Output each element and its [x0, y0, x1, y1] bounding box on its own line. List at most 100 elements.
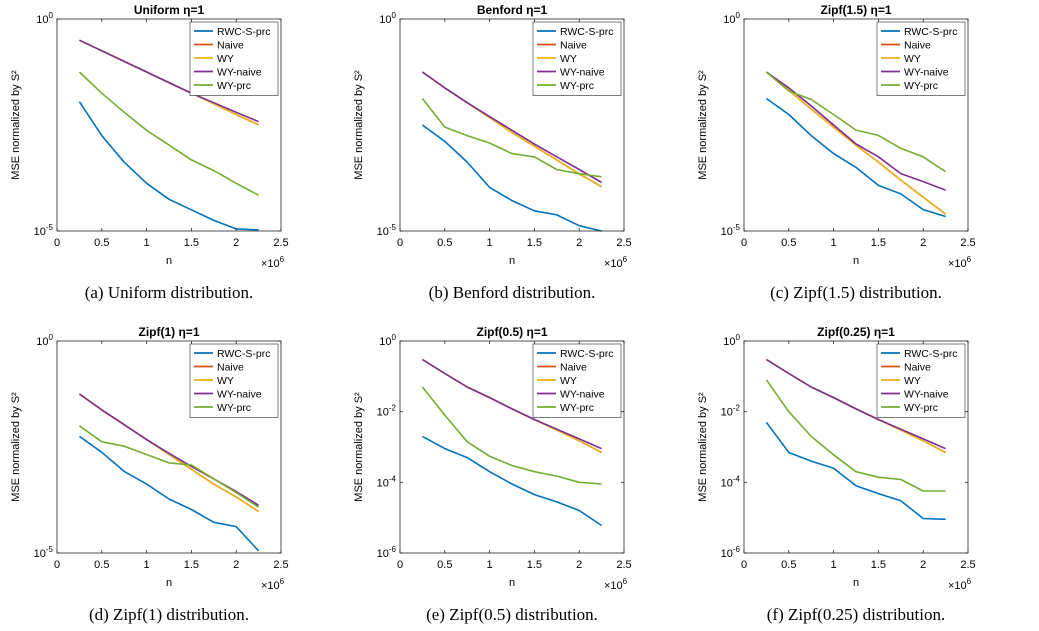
legend-label: WY [904, 53, 921, 65]
series-line [765, 71, 947, 215]
x-tick-label: 0.5 [94, 237, 109, 249]
y-tick-label: 10-5 [34, 545, 54, 560]
series-line [422, 435, 603, 527]
y-tick-label: 100 [723, 333, 740, 348]
x-axis-multiplier: ×106 [261, 577, 285, 592]
y-tick-label: 100 [379, 11, 396, 26]
y-tick-label: 10-5 [721, 223, 741, 238]
panel-caption: (f) Zipf(0.25) distribution. [767, 605, 945, 624]
x-tick-label: 0 [54, 559, 60, 571]
x-tick-label: 1.5 [527, 559, 542, 571]
x-tick-label: 2.5 [273, 559, 288, 571]
panel-caption: (a) Uniform distribution. [85, 283, 254, 302]
series-line [421, 71, 602, 184]
x-axis-multiplier: ×106 [948, 255, 972, 270]
y-tick-label: 10-6 [721, 545, 741, 560]
legend-label: Naive [904, 40, 931, 52]
chart-title: Zipf(1) η=1 [138, 325, 199, 339]
plot-frame [743, 18, 969, 232]
x-tick-label: 1 [831, 559, 837, 571]
x-tick-label: 1 [144, 559, 150, 571]
chart-panel: Zipf(1) η=1 0 0.5 1 1.5 2 2.5 10-5 100 n ×106 MSE n… [10, 325, 289, 624]
x-tick-label: 0.5 [781, 559, 796, 571]
series-line [79, 39, 259, 123]
series-line [765, 97, 946, 218]
legend-label: WY-prc [217, 80, 251, 92]
x-tick-label: 0.5 [437, 237, 452, 249]
x-axis-multiplier: ×106 [948, 577, 972, 592]
x-tick-label: 1 [487, 237, 493, 249]
x-tick-label: 2 [920, 559, 926, 571]
x-tick-label: 1.5 [871, 237, 886, 249]
x-tick-label: 2 [233, 237, 239, 249]
x-tick-label: 2 [233, 559, 239, 571]
y-tick-label: 100 [36, 333, 53, 348]
x-axis-multiplier: ×106 [604, 255, 628, 270]
legend-label: RWC-S-prc [904, 26, 957, 38]
chart-panel: Zipf(0.25) η=1 0 0.5 1 1.5 2 2.5 10-6 10-4 10-2 10… [697, 325, 976, 624]
legend-label: WY-naive [904, 389, 949, 401]
panel-caption: (e) Zipf(0.5) distribution. [426, 605, 598, 624]
legend-label: WY-prc [560, 80, 594, 92]
x-tick-label: 0.5 [94, 559, 109, 571]
y-axis-label: MSE normalized by S² [10, 70, 22, 180]
legend-label: WY-naive [217, 67, 262, 79]
legend-label: WY-naive [217, 389, 262, 401]
legend-label: WY-naive [560, 389, 605, 401]
y-tick-label: 10-4 [377, 474, 397, 489]
y-axis-label: MSE normalized by S² [697, 392, 709, 502]
series-line [421, 124, 602, 232]
legend-label: WY-prc [904, 80, 938, 92]
y-axis-label: MSE normalized by S² [353, 392, 365, 502]
x-axis-label: n [509, 577, 515, 589]
x-axis-multiplier: ×106 [604, 577, 628, 592]
x-tick-label: 1.5 [184, 559, 199, 571]
legend-label: RWC-S-prc [560, 348, 613, 360]
plot-frame [56, 18, 282, 232]
x-tick-label: 1 [487, 559, 493, 571]
series-line [765, 71, 947, 173]
y-tick-label: 10-5 [377, 223, 397, 238]
x-tick-label: 0.5 [437, 559, 452, 571]
legend-label: WY [217, 375, 234, 387]
x-axis-label: n [166, 577, 172, 589]
legend-label: WY-prc [904, 402, 938, 414]
x-tick-label: 0 [741, 559, 747, 571]
chart-title: Zipf(0.5) η=1 [476, 325, 547, 339]
x-tick-label: 0 [397, 559, 403, 571]
x-tick-label: 2 [576, 559, 582, 571]
x-tick-label: 2.5 [273, 237, 288, 249]
legend-label: RWC-S-prc [560, 26, 613, 38]
y-tick-label: 10-5 [34, 223, 54, 238]
x-tick-label: 1.5 [527, 237, 542, 249]
series-line [765, 421, 946, 521]
x-tick-label: 2.5 [616, 237, 631, 249]
series-line [421, 98, 602, 178]
legend-label: Naive [217, 40, 244, 52]
legend-label: Naive [217, 362, 244, 374]
y-axis-label: MSE normalized by S² [697, 70, 709, 180]
chart-panel: Zipf(0.5) η=1 0 0.5 1 1.5 2 2.5 10-6 10-4 10-2 100… [353, 325, 632, 624]
plot-frame [399, 18, 625, 232]
plot-frame [743, 340, 969, 554]
series-line [78, 425, 260, 508]
chart-panel: Zipf(1.5) η=1 0 0.5 1 1.5 2 2.5 10-5 100 n ×106 MSE… [697, 3, 976, 302]
series-line [765, 358, 946, 450]
legend-label: WY [217, 53, 234, 65]
x-tick-label: 0.5 [781, 237, 796, 249]
series-line [78, 435, 260, 552]
panel-caption: (d) Zipf(1) distribution. [89, 605, 249, 624]
panel-caption: (b) Benford distribution. [429, 283, 596, 302]
x-axis-label: n [166, 255, 172, 267]
legend-label: WY-prc [560, 402, 594, 414]
legend-label: RWC-S-prc [217, 348, 270, 360]
legend-label: WY-prc [217, 402, 251, 414]
chart-title: Zipf(0.25) η=1 [817, 325, 895, 339]
x-tick-label: 2.5 [960, 237, 975, 249]
panel-caption: (c) Zipf(1.5) distribution. [770, 283, 942, 302]
y-tick-label: 100 [723, 11, 740, 26]
plot-frame [399, 340, 625, 554]
x-axis-label: n [853, 255, 859, 267]
y-tick-label: 10-2 [377, 404, 397, 419]
